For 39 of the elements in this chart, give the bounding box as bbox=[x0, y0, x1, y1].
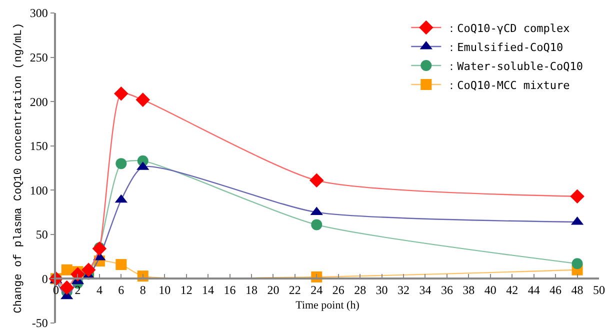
x-tick-label: 8 bbox=[140, 282, 146, 297]
y-tick-label: 300 bbox=[30, 6, 48, 20]
x-tick-label: 16 bbox=[224, 282, 236, 297]
x-tick-label: 6 bbox=[118, 282, 124, 297]
y-tick-label: 50 bbox=[36, 228, 48, 242]
x-tick-label: 40 bbox=[484, 282, 496, 297]
y-tick-label: -50 bbox=[32, 316, 48, 330]
legend-label: ：CoQ10-γCD complex bbox=[446, 22, 570, 35]
x-tick-label: 20 bbox=[267, 282, 280, 297]
x-tick-label: 0 bbox=[53, 282, 59, 297]
x-tick-label: 4 bbox=[96, 282, 102, 297]
x-tick-label: 14 bbox=[202, 282, 214, 297]
y-axis-title: Change of plasma CoQ10 concentration (ng/mL) bbox=[13, 22, 25, 314]
x-tick-label: 48 bbox=[571, 282, 584, 297]
x-tick-label: 30 bbox=[376, 282, 388, 297]
x-tick-label: 34 bbox=[419, 282, 432, 297]
x-tick-label: 26 bbox=[332, 282, 344, 297]
x-tick-label: 44 bbox=[528, 282, 540, 297]
x-tick-label: 36 bbox=[440, 282, 453, 297]
x-tick-label: 42 bbox=[506, 282, 518, 297]
x-tick-label: 12 bbox=[180, 282, 192, 297]
y-tick-label: 150 bbox=[30, 139, 48, 154]
x-axis-title: Time point (h) bbox=[296, 300, 360, 312]
y-tick-label: 250 bbox=[30, 50, 48, 64]
x-tick-label: 22 bbox=[288, 282, 301, 297]
legend-label: ：CoQ10-MCC mixture bbox=[446, 78, 570, 92]
x-tick-label: 18 bbox=[245, 282, 258, 297]
x-tick-label: 10 bbox=[158, 282, 171, 297]
legend-label: ：Water-soluble-CoQ10 bbox=[446, 60, 583, 73]
y-tick-label: 100 bbox=[30, 183, 48, 198]
x-tick-label: 28 bbox=[354, 282, 366, 297]
legend-label: ：Emulsified-CoQ10 bbox=[446, 40, 564, 54]
x-tick-label: 38 bbox=[462, 282, 475, 297]
y-tick-label: 0 bbox=[42, 272, 48, 286]
x-tick-label: 24 bbox=[310, 282, 323, 297]
y-tick-label: 200 bbox=[30, 94, 48, 109]
x-tick-label: 32 bbox=[398, 282, 410, 297]
x-tick-label: 50 bbox=[593, 282, 605, 297]
x-tick-label: 46 bbox=[550, 282, 562, 297]
